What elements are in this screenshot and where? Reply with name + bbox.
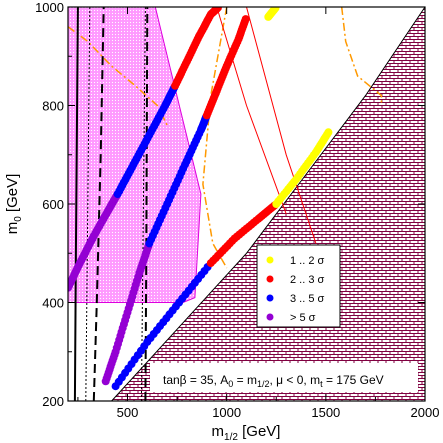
annotation-part-2: = m xyxy=(233,373,257,387)
legend-marker-1 xyxy=(266,275,274,283)
legend: 1 .. 2 σ 2 .. 3 σ 3 .. 5 σ > 5 σ xyxy=(256,244,341,328)
x-tick-label-2: 1500 xyxy=(311,405,340,420)
annotation-sub-1: 0 xyxy=(228,379,233,389)
orange-contour-middle xyxy=(202,7,228,269)
plot-area xyxy=(68,7,425,401)
x-axis-label-main: m xyxy=(212,423,225,440)
annotation-part-4: = 175 GeV xyxy=(323,373,384,387)
legend-marker-2 xyxy=(266,294,274,302)
annotation-part-3: , μ < 0, m xyxy=(269,373,320,387)
legend-label-3: > 5 σ xyxy=(290,312,316,324)
y-axis-label: m0 [GeV] xyxy=(4,174,24,235)
x-tick-label-1: 1000 xyxy=(212,405,241,420)
dotted-contour-2 xyxy=(140,7,146,401)
red-contour-2 xyxy=(246,7,317,244)
legend-label-1: 2 .. 3 σ xyxy=(290,274,325,286)
data-point-3-0-9 xyxy=(271,7,280,12)
annotation-box xyxy=(150,363,418,392)
annotation-text: tanβ = 35, A0 = m1/2, μ < 0, mt = 175 Ge… xyxy=(163,373,384,389)
solid-contour-left xyxy=(73,7,79,401)
y-axis-label-main: m xyxy=(4,222,21,235)
x-axis-label-sub: 1/2 xyxy=(224,432,238,443)
orange-contour-left xyxy=(68,26,168,126)
x-tick-label-3: 2000 xyxy=(411,405,440,420)
dotted-contour-1 xyxy=(85,7,91,401)
y-tick-label-3: 800 xyxy=(42,99,64,114)
annotation-sub-2: 1/2 xyxy=(257,379,270,389)
y-tick-label-0: 200 xyxy=(42,394,64,409)
x-axis-label-unit: [GeV] xyxy=(238,423,281,440)
y-tick-label-2: 600 xyxy=(42,197,64,212)
legend-label-2: 3 .. 5 σ xyxy=(290,293,325,305)
red-contour-1 xyxy=(216,7,287,215)
annotation-sub-3: t xyxy=(320,379,323,389)
y-axis-label-unit: [GeV] xyxy=(4,174,21,217)
data-point-6-3-9 xyxy=(241,15,250,24)
data-point-2-3-9 xyxy=(213,7,222,12)
legend-marker-3 xyxy=(266,313,274,321)
y-tick-label-4: 1000 xyxy=(35,0,64,15)
axis-ticks: 500 1000 1500 2000 200 400 600 800 1000 xyxy=(35,0,439,420)
y-axis-label-sub: 0 xyxy=(13,216,24,222)
legend-marker-0 xyxy=(266,256,274,264)
data-points xyxy=(68,7,333,391)
data-point-9-2-9 xyxy=(324,128,333,137)
annotation-part-1: tanβ = 35, A xyxy=(163,373,228,387)
legend-label-0: 1 .. 2 σ xyxy=(290,255,325,267)
y-tick-label-1: 400 xyxy=(42,296,64,311)
excluded-region xyxy=(110,7,425,401)
x-axis-label: m1/2 [GeV] xyxy=(212,423,281,443)
annotation: tanβ = 35, A0 = m1/2, μ < 0, mt = 175 Ge… xyxy=(150,363,418,392)
x-tick-label-0: 500 xyxy=(117,405,139,420)
orange-contour-right xyxy=(340,7,383,106)
